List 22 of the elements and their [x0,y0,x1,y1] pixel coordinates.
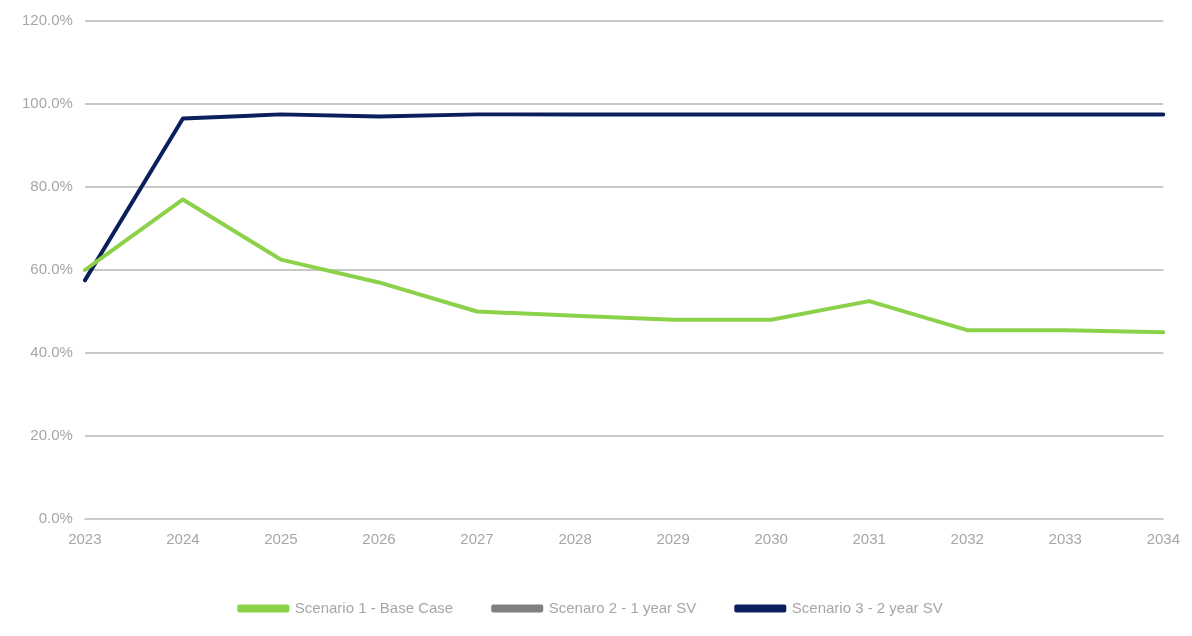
y-tick-label: 0.0% [38,509,73,527]
y-tick-label: 100.0% [22,94,73,112]
x-tick-label: 2025 [264,530,298,548]
x-tick-label: 2027 [460,530,494,548]
x-tick-label: 2029 [656,530,690,548]
y-tick-label: 120.0% [22,11,73,29]
x-tick-label: 2028 [558,530,592,548]
y-tick-label: 20.0% [30,426,73,444]
x-tick-label: 2023 [68,530,102,548]
y-tick-label: 40.0% [30,343,73,361]
x-tick-label: 2030 [754,530,788,548]
x-tick-label: 2033 [1048,530,1082,548]
legend-label: Scenario 1 - Base Case [294,598,454,616]
x-tick-label: 2034 [1146,530,1180,548]
y-tick-label: 80.0% [30,177,73,195]
legend-label: Scenaro 2 - 1 year SV [548,598,697,616]
x-tick-label: 2024 [166,530,200,548]
x-tick-label: 2032 [950,530,984,548]
x-tick-label: 2031 [852,530,886,548]
x-tick-label: 2026 [362,530,396,548]
y-tick-label: 60.0% [30,260,73,278]
legend-label: Scenario 3 - 2 year SV [791,598,943,616]
